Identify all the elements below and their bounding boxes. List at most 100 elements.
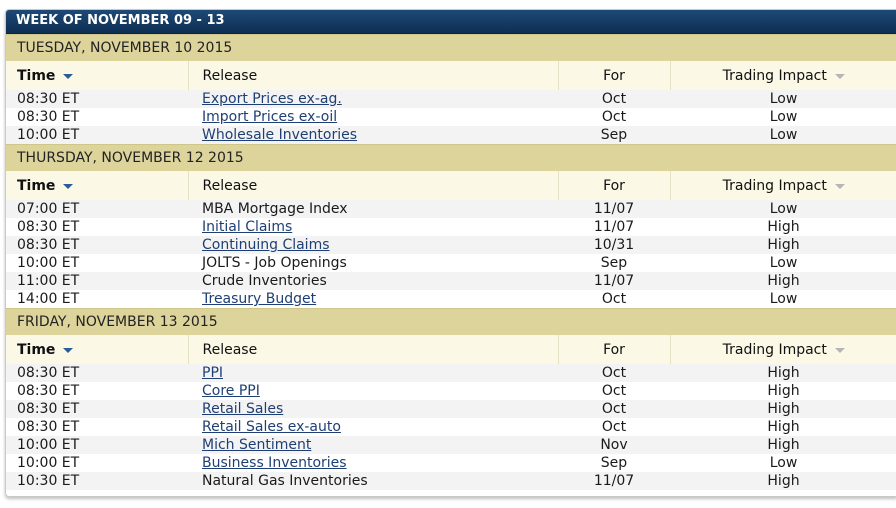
release-cell: Initial Claims bbox=[188, 218, 558, 236]
for-cell: Oct bbox=[601, 419, 627, 435]
table-row: 10:00 ET JOLTS - Job Openings Sep Low bbox=[6, 254, 896, 272]
sort-down-icon[interactable] bbox=[63, 184, 74, 189]
release-cell: Mich Sentiment bbox=[188, 436, 558, 454]
table-row: 08:30 ET Continuing Claims 10/31 High bbox=[6, 236, 896, 254]
release-cell: Natural Gas Inventories bbox=[188, 472, 558, 490]
day-header: TUESDAY, NOVEMBER 10 2015 bbox=[6, 34, 896, 61]
table-row: 08:30 ET Export Prices ex-ag. Oct Low bbox=[6, 90, 896, 108]
time-header-label: Time bbox=[17, 341, 56, 358]
for-column-header: For bbox=[558, 61, 671, 90]
releases-table: Time Release For Trading Impact 07:00 ET MBA … bbox=[6, 171, 896, 308]
time-cell: 10:00 ET bbox=[17, 255, 80, 271]
time-cell: 08:30 ET bbox=[17, 401, 80, 417]
impact-cell: High bbox=[767, 437, 800, 453]
for-cell: 11/07 bbox=[593, 273, 635, 289]
sort-down-icon[interactable] bbox=[63, 348, 74, 353]
for-cell: 11/07 bbox=[593, 201, 635, 217]
release-cell: PPI bbox=[188, 364, 558, 382]
for-cell: Oct bbox=[601, 383, 627, 399]
release-link[interactable]: Core PPI bbox=[202, 383, 260, 399]
table-row: 10:00 ET Mich Sentiment Nov High bbox=[6, 436, 896, 454]
time-cell: 08:30 ET bbox=[17, 109, 80, 125]
release-cell: Continuing Claims bbox=[188, 236, 558, 254]
release-link[interactable]: Business Inventories bbox=[202, 455, 347, 471]
table-header-row: Time Release For Trading Impact bbox=[6, 61, 896, 90]
time-cell: 11:00 ET bbox=[17, 273, 80, 289]
time-cell: 08:30 ET bbox=[17, 219, 80, 235]
release-name: Natural Gas Inventories bbox=[202, 473, 368, 489]
release-column-header: Release bbox=[188, 335, 559, 364]
release-header-label: Release bbox=[202, 67, 258, 84]
release-name: Crude Inventories bbox=[202, 273, 327, 289]
sort-down-icon[interactable] bbox=[63, 74, 74, 79]
impact-cell: High bbox=[767, 473, 800, 489]
time-cell: 14:00 ET bbox=[17, 291, 80, 307]
release-column-header: Release bbox=[188, 171, 559, 200]
for-cell: Oct bbox=[601, 291, 627, 307]
time-column-header[interactable]: Time bbox=[6, 335, 189, 364]
for-cell: 11/07 bbox=[593, 473, 635, 489]
table-row: 10:00 ET Business Inventories Sep Low bbox=[6, 454, 896, 472]
impact-cell: Low bbox=[769, 455, 798, 471]
table-header-row: Time Release For Trading Impact bbox=[6, 171, 896, 200]
release-link[interactable]: Retail Sales bbox=[202, 401, 284, 417]
release-cell: Core PPI bbox=[188, 382, 558, 400]
sort-down-icon[interactable] bbox=[834, 74, 845, 79]
for-cell: Oct bbox=[601, 365, 627, 381]
sort-down-icon[interactable] bbox=[834, 348, 845, 353]
table-row: 10:00 ET Wholesale Inventories Sep Low bbox=[6, 126, 896, 144]
day-section: THURSDAY, NOVEMBER 12 2015 Time Release For… bbox=[6, 144, 896, 308]
week-title: WEEK OF NOVEMBER 09 - 13 bbox=[6, 10, 896, 34]
impact-cell: Low bbox=[769, 201, 798, 217]
table-row: 14:00 ET Treasury Budget Oct Low bbox=[6, 290, 896, 308]
sort-down-icon[interactable] bbox=[834, 184, 845, 189]
release-link[interactable]: Initial Claims bbox=[202, 219, 293, 235]
release-cell: Export Prices ex-ag. bbox=[188, 90, 558, 108]
table-row: 08:30 ET PPI Oct High bbox=[6, 364, 896, 382]
release-header-label: Release bbox=[202, 341, 258, 358]
for-header-label: For bbox=[603, 67, 625, 84]
release-link[interactable]: PPI bbox=[202, 365, 224, 381]
for-header-label: For bbox=[603, 177, 625, 194]
days-container: TUESDAY, NOVEMBER 10 2015 Time Release For T… bbox=[6, 34, 896, 490]
for-column-header: For bbox=[558, 171, 671, 200]
impact-column-header[interactable]: Trading Impact bbox=[670, 61, 896, 90]
release-link[interactable]: Export Prices ex-ag. bbox=[202, 91, 342, 107]
release-link[interactable]: Continuing Claims bbox=[202, 237, 330, 253]
for-cell: Sep bbox=[600, 127, 628, 143]
release-link[interactable]: Treasury Budget bbox=[202, 291, 317, 307]
release-link[interactable]: Mich Sentiment bbox=[202, 437, 312, 453]
release-cell: Wholesale Inventories bbox=[188, 126, 558, 144]
releases-table: Time Release For Trading Impact 08:30 ET Expo… bbox=[6, 61, 896, 144]
table-row: 08:30 ET Initial Claims 11/07 High bbox=[6, 218, 896, 236]
release-link[interactable]: Wholesale Inventories bbox=[202, 127, 357, 143]
impact-cell: Low bbox=[769, 91, 798, 107]
table-row: 10:30 ET Natural Gas Inventories 11/07 High bbox=[6, 472, 896, 490]
impact-cell: High bbox=[767, 219, 800, 235]
time-cell: 08:30 ET bbox=[17, 365, 80, 381]
impact-column-header[interactable]: Trading Impact bbox=[670, 171, 896, 200]
for-cell: Oct bbox=[601, 401, 627, 417]
time-cell: 07:00 ET bbox=[17, 201, 80, 217]
time-header-label: Time bbox=[17, 67, 56, 84]
table-row: 07:00 ET MBA Mortgage Index 11/07 Low bbox=[6, 200, 896, 218]
for-cell: Sep bbox=[600, 455, 628, 471]
release-link[interactable]: Import Prices ex-oil bbox=[202, 109, 338, 125]
time-cell: 08:30 ET bbox=[17, 419, 80, 435]
release-cell: MBA Mortgage Index bbox=[188, 200, 558, 218]
impact-cell: Low bbox=[769, 109, 798, 125]
impact-header-label: Trading Impact bbox=[722, 67, 827, 84]
release-name: MBA Mortgage Index bbox=[202, 201, 348, 217]
impact-cell: High bbox=[767, 419, 800, 435]
time-column-header[interactable]: Time bbox=[6, 171, 189, 200]
impact-column-header[interactable]: Trading Impact bbox=[670, 335, 896, 364]
impact-cell: Low bbox=[769, 291, 798, 307]
release-cell: Retail Sales bbox=[188, 400, 558, 418]
for-column-header: For bbox=[558, 335, 671, 364]
release-link[interactable]: Retail Sales ex-auto bbox=[202, 419, 341, 435]
impact-header-label: Trading Impact bbox=[722, 177, 827, 194]
time-column-header[interactable]: Time bbox=[6, 61, 189, 90]
release-header-label: Release bbox=[202, 177, 258, 194]
time-cell: 10:00 ET bbox=[17, 455, 80, 471]
day-header: FRIDAY, NOVEMBER 13 2015 bbox=[6, 308, 896, 335]
